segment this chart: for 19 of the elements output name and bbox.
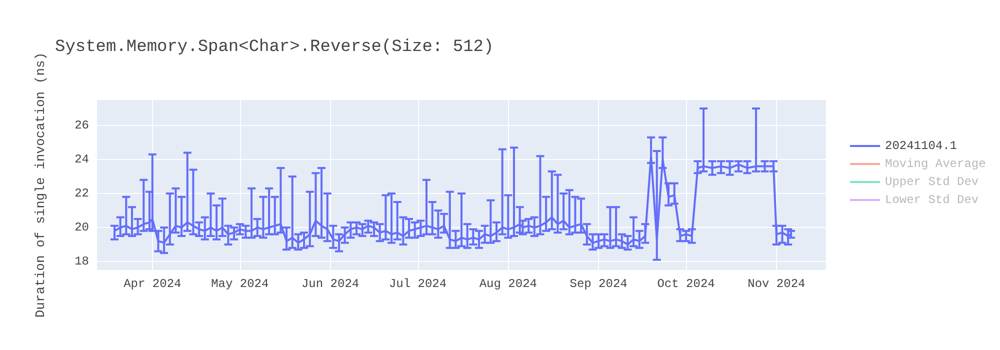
y-tick-label: 18 xyxy=(74,254,89,268)
y-tick-label: 24 xyxy=(74,152,89,166)
x-tick-label: Apr 2024 xyxy=(124,277,182,291)
legend-label: Moving Average xyxy=(885,157,986,171)
x-tick-label: Jun 2024 xyxy=(301,277,360,291)
chart-title: System.Memory.Span<Char>.Reverse(Size: 512) xyxy=(55,38,494,57)
x-tick-label: Nov 2024 xyxy=(748,277,806,291)
y-tick-label: 26 xyxy=(74,118,89,132)
x-tick-label: Aug 2024 xyxy=(479,277,537,291)
legend-label: 20241104.1 xyxy=(885,139,958,153)
legend-label: Upper Std Dev xyxy=(885,175,979,189)
y-tick-label: 20 xyxy=(74,220,89,234)
y-axis-title: Duration of single invocation (ns) xyxy=(33,52,48,318)
legend-label: Lower Std Dev xyxy=(885,193,979,207)
x-tick-label: Jul 2024 xyxy=(388,277,447,291)
x-tick-label: May 2024 xyxy=(211,277,269,291)
y-tick-label: 22 xyxy=(74,186,89,200)
x-tick-label: Oct 2024 xyxy=(657,277,715,291)
x-tick-label: Sep 2024 xyxy=(570,277,628,291)
